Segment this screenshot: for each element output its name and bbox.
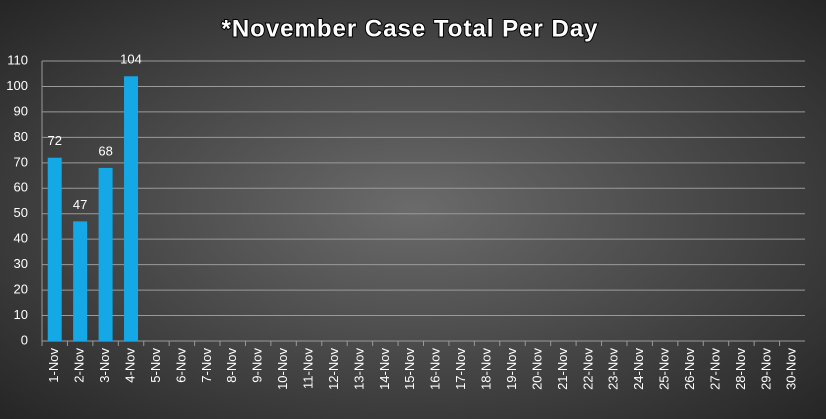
y-tick-label: 90 (14, 103, 28, 118)
x-tick-label: 11-Nov (300, 348, 315, 389)
y-tick-label: 20 (14, 282, 28, 297)
y-tick-label: 40 (14, 231, 28, 246)
x-tick-label: 4-Nov (122, 348, 137, 383)
x-tick-label: 16-Nov (428, 348, 443, 390)
y-tick-label: 80 (14, 129, 28, 144)
x-tick-label: 12-Nov (326, 348, 341, 390)
y-tick-label: 0 (21, 332, 28, 347)
y-tick-label: 70 (14, 154, 28, 169)
x-tick-label: 14-Nov (377, 348, 392, 390)
x-tick-label: 1-Nov (46, 348, 61, 383)
x-tick-label: 19-Nov (504, 348, 519, 390)
x-tick-label: 3-Nov (97, 348, 112, 383)
x-tick-label: 28-Nov (733, 348, 748, 390)
x-tick-label: 30-Nov (784, 348, 799, 390)
x-tick-label: 20-Nov (529, 348, 544, 390)
x-tick-label: 26-Nov (682, 348, 697, 390)
x-tick-label: 2-Nov (72, 348, 87, 383)
y-tick-label: 10 (14, 307, 28, 322)
data-label: 68 (98, 143, 112, 158)
chart-title: *November Case Total Per Day (221, 15, 598, 42)
y-tick-label: 110 (7, 52, 28, 67)
y-tick-label: 30 (14, 256, 28, 271)
bar (47, 157, 62, 341)
data-label: 47 (73, 197, 87, 212)
x-tick-label: 9-Nov (250, 348, 265, 383)
x-tick-label: 13-Nov (351, 348, 366, 390)
bar (73, 221, 88, 341)
x-tick-label: 5-Nov (148, 348, 163, 383)
y-tick-label: 50 (14, 205, 28, 220)
x-tick-label: 7-Nov (199, 348, 214, 383)
y-tick-label: 100 (6, 78, 28, 93)
x-tick-label: 6-Nov (173, 348, 188, 383)
x-tick-label: 22-Nov (580, 348, 595, 390)
x-tick-label: 10-Nov (275, 348, 290, 390)
data-label: 72 (47, 133, 61, 148)
x-tick-label: 24-Nov (631, 348, 646, 390)
x-tick-label: 21-Nov (555, 348, 570, 390)
x-tick-label: 18-Nov (479, 348, 494, 390)
bar (98, 167, 113, 341)
data-label: 104 (120, 52, 142, 67)
bar (124, 76, 139, 341)
x-tick-label: 17-Nov (453, 348, 468, 390)
x-tick-label: 15-Nov (402, 348, 417, 390)
x-tick-label: 27-Nov (707, 348, 722, 390)
x-tick-label: 29-Nov (758, 348, 773, 390)
y-tick-label: 60 (14, 180, 28, 195)
x-tick-label: 25-Nov (657, 348, 672, 390)
x-tick-label: 8-Nov (224, 348, 239, 383)
x-tick-label: 23-Nov (606, 348, 621, 390)
